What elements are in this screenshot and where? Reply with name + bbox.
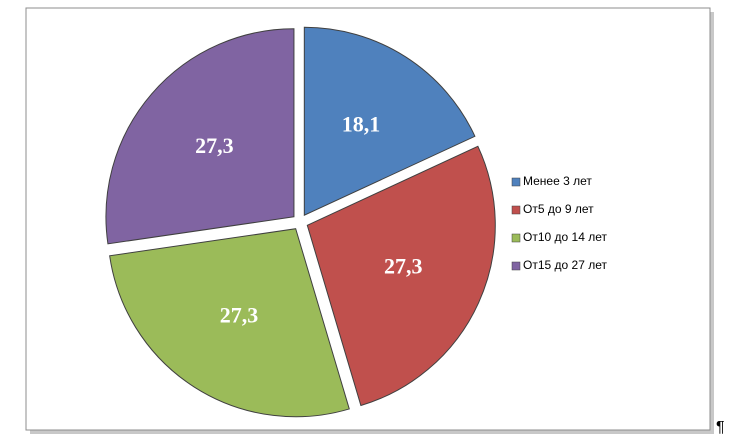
- paragraph-mark: ¶: [716, 419, 725, 436]
- legend-swatch: [511, 177, 521, 187]
- legend-label: От15 до 27 лет: [523, 258, 607, 272]
- data-label: 27,3: [384, 254, 423, 279]
- legend-swatch: [511, 261, 521, 271]
- pie-slice: [303, 26, 476, 217]
- data-label: 18,1: [342, 112, 381, 137]
- legend-label: От5 до 9 лет: [523, 202, 594, 216]
- data-label: 27,3: [220, 303, 259, 328]
- pie-slice: [105, 28, 295, 245]
- legend-label: От10 до 14 лет: [523, 230, 607, 244]
- pie-slice: [109, 228, 350, 418]
- legend-swatch: [511, 205, 521, 215]
- legend-label: Менее 3 лет: [523, 174, 592, 188]
- pie-slice: [306, 145, 496, 407]
- data-label: 27,3: [195, 133, 234, 158]
- legend-swatch: [511, 233, 521, 243]
